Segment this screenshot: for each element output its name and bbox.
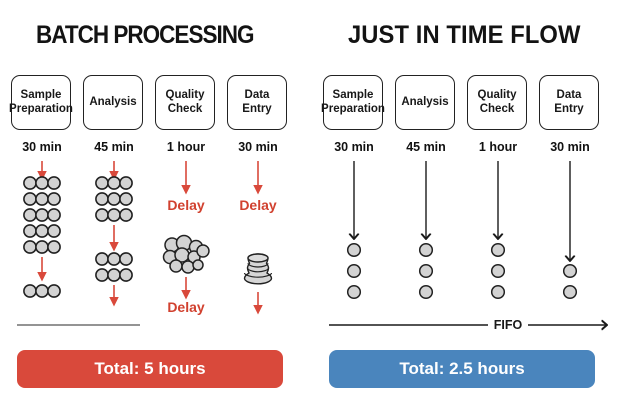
svg-text:Delay: Delay: [239, 197, 277, 213]
svg-text:FIFO: FIFO: [494, 318, 523, 332]
svg-text:Delay: Delay: [167, 299, 205, 315]
svg-text:Delay: Delay: [167, 197, 205, 213]
